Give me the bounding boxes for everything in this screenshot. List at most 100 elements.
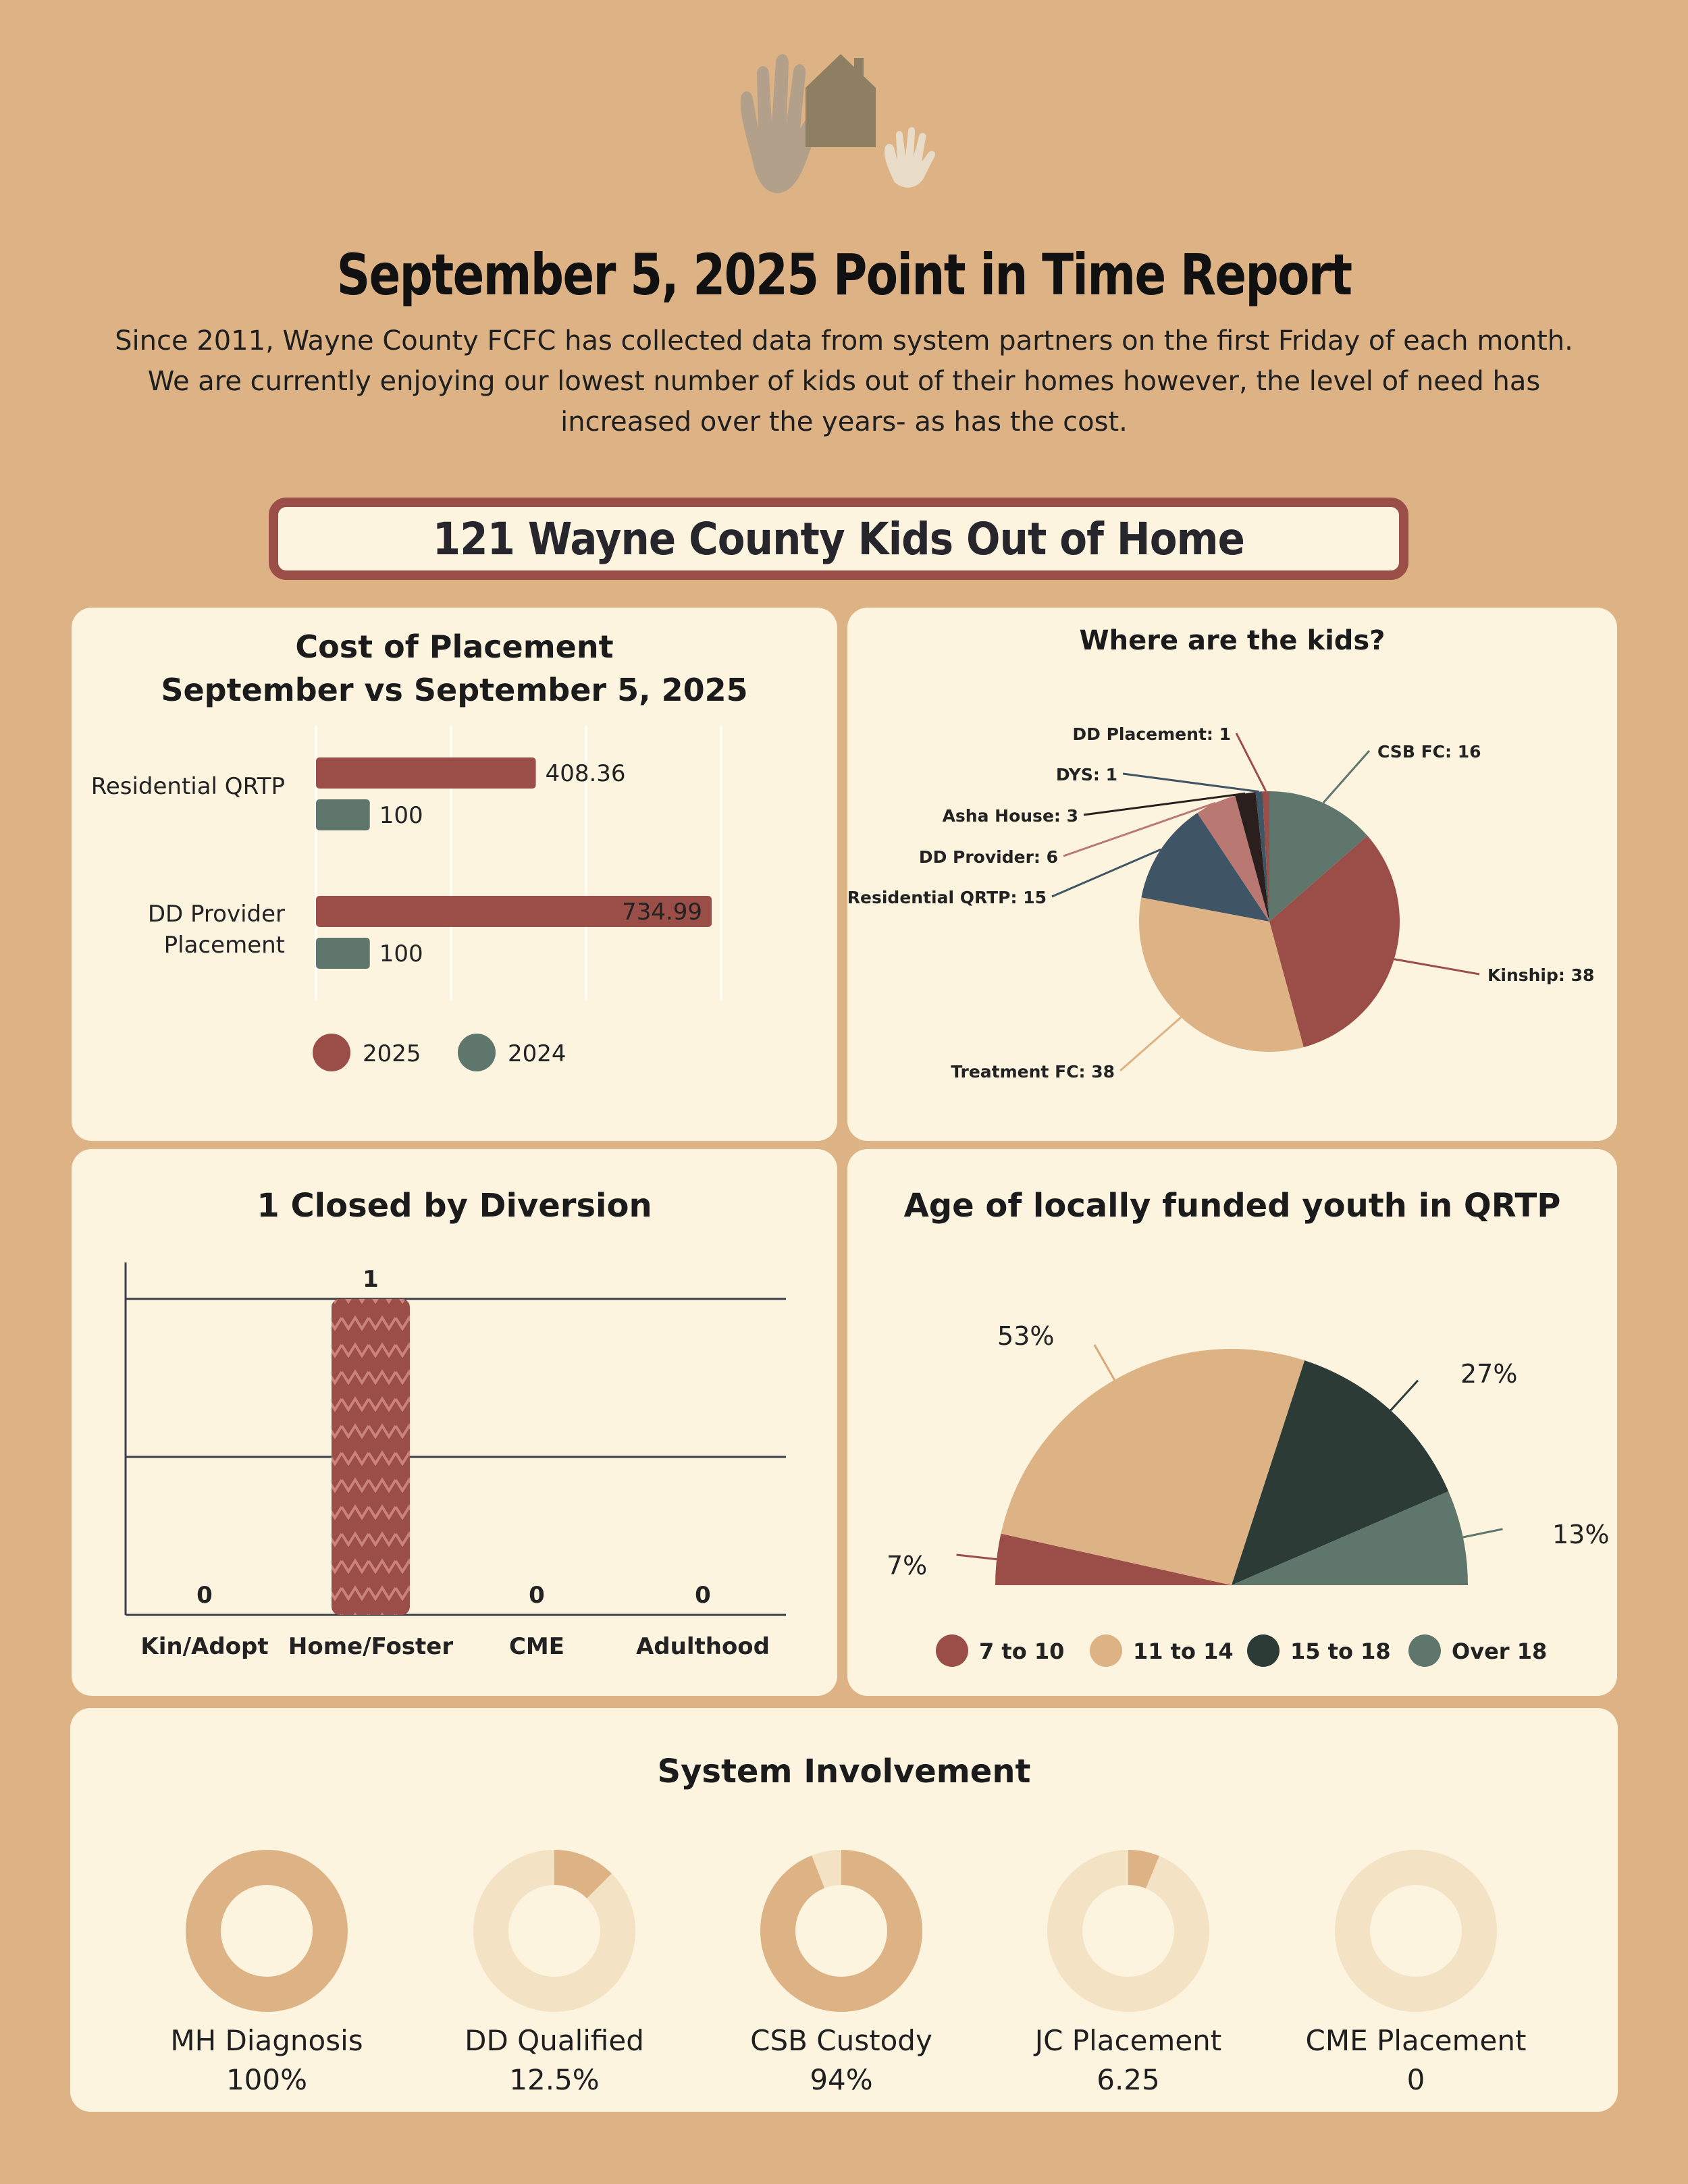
donut-track — [1335, 1850, 1497, 2012]
donut-label-value: 94% — [810, 2063, 873, 2096]
pie-leader-line — [1119, 1016, 1182, 1072]
age-chart-title: Age of locally funded youth in QRTP — [903, 1187, 1561, 1225]
bar-value-label: 100 — [379, 802, 423, 829]
pie-slice — [1269, 791, 1368, 922]
slice-value-label: 7% — [887, 1551, 927, 1580]
legend-label: 15 to 18 — [1290, 1639, 1391, 1664]
legend-swatch — [1090, 1634, 1122, 1667]
age-semicircle-chart: 7% 53% 27% 13% 7 to 10 11 to 14 15 to 18 Over 1… — [887, 1321, 1609, 1667]
legend-label: 7 to 10 — [979, 1639, 1064, 1664]
bar-value-label: 734.99 — [622, 899, 702, 926]
where-kids-pie-chart: CSB FC: 16 Kinship: 38 Treatment FC: 38 Res… — [847, 724, 1594, 1082]
pie-slice — [1197, 795, 1269, 922]
donut-track — [1047, 1850, 1209, 2012]
pie-slice-label: Treatment FC: 38 — [951, 1062, 1115, 1082]
pie-slice-label: CSB FC: 16 — [1377, 742, 1481, 762]
intro-text: Since 2011, Wayne County FCFC has collec… — [115, 325, 1573, 437]
donut-fill — [186, 1850, 348, 2012]
donut-caption: JC Placement 6.25 — [993, 2021, 1263, 2100]
slice-value-label: 27% — [1460, 1359, 1517, 1389]
legend-label: 2025 — [363, 1040, 421, 1067]
legend-swatch — [1247, 1634, 1280, 1667]
donut-label-name: MH Diagnosis — [170, 2024, 363, 2057]
closed-by-diversion-panel: 1 Closed by Diversion 0 Kin/Adopt 1 Home/Fo… — [72, 1149, 837, 1696]
semicircle-slice — [1232, 1491, 1468, 1585]
donut-fill — [473, 1850, 635, 2012]
donut-label-name: CME Placement — [1305, 2024, 1527, 2057]
pie-slice-label: Residential QRTP: 15 — [847, 888, 1047, 907]
kids-out-of-home-banner: 121 Wayne County Kids Out of Home — [269, 498, 1408, 580]
bar-value-label: 100 — [379, 940, 423, 967]
pie-slice — [1138, 897, 1304, 1052]
donut-label-name: CSB Custody — [750, 2024, 932, 2057]
hands-house-logo-icon — [740, 54, 936, 194]
where-are-kids-panel: Where are the kids? CSB FC: 16 Kinship: 3… — [847, 608, 1617, 1141]
pie-slice-label: Kinship: 38 — [1487, 965, 1594, 985]
category-label: Placement — [164, 932, 285, 959]
pie-leader-line — [1051, 848, 1161, 898]
bar-value-label: 1 — [363, 1266, 379, 1293]
pie-chart-title: Where are the kids? — [1079, 625, 1386, 656]
pie-leader-line — [1083, 792, 1246, 816]
bar-value-label: 408.36 — [546, 760, 626, 787]
donut-label-name: DD Qualified — [465, 2024, 644, 2057]
cost-of-placement-panel: Cost of Placement September vs September… — [72, 608, 837, 1141]
donut-label-value: 0 — [1406, 2063, 1425, 2096]
category-label: Kin/Adopt — [140, 1633, 268, 1660]
bar-value-label: 0 — [529, 1582, 545, 1609]
legend-label: 11 to 14 — [1133, 1639, 1234, 1664]
cost-chart-title: Cost of Placement September vs September… — [161, 629, 748, 708]
donut-fill — [760, 1850, 922, 2012]
bar-2024 — [316, 799, 370, 830]
legend-swatch — [313, 1034, 350, 1071]
pie-slice-label: DYS: 1 — [1056, 765, 1117, 784]
slice-value-label: 13% — [1552, 1520, 1609, 1549]
legend-label: 2024 — [508, 1040, 566, 1067]
bar-value-label: 0 — [695, 1582, 711, 1609]
donut-label-name: JC Placement — [1034, 2024, 1222, 2057]
age-qrtp-panel: Age of locally funded youth in QRTP 7% 53… — [847, 1149, 1617, 1696]
leader-line — [1093, 1344, 1115, 1381]
bar-2024 — [316, 938, 370, 969]
donut-caption: CSB Custody 94% — [706, 2021, 976, 2100]
banner-text: 121 Wayne County Kids Out of Home — [432, 512, 1245, 565]
slice-value-label: 53% — [997, 1321, 1054, 1351]
bar-2025 — [316, 896, 712, 927]
pie-slice — [1262, 791, 1269, 922]
pie-leader-line — [1322, 750, 1371, 804]
category-label: CME — [509, 1633, 564, 1660]
leader-line — [1462, 1528, 1503, 1539]
donut-label-value: 12.5% — [509, 2063, 600, 2096]
cost-bar-chart: Residential QRTP 408.36 100 DD Provider Plac… — [91, 726, 722, 1071]
semicircle-slice — [1001, 1349, 1305, 1585]
legend-swatch — [936, 1634, 968, 1667]
pie-slice-label: DD Placement: 1 — [1072, 724, 1231, 744]
leader-line — [1390, 1379, 1419, 1412]
bar — [332, 1299, 410, 1615]
legend-swatch — [1408, 1634, 1441, 1667]
donut-label-value: 100% — [226, 2063, 308, 2096]
system-involvement-title: System Involvement — [657, 1753, 1031, 1790]
bar-2025 — [316, 757, 536, 789]
pie-leader-line — [1235, 733, 1267, 792]
donut-caption: MH Diagnosis 100% — [132, 2021, 402, 2100]
semicircle-slice — [995, 1533, 1232, 1585]
pie-slice — [1141, 813, 1269, 922]
pie-slice — [1235, 792, 1269, 922]
category-label: Adulthood — [636, 1633, 770, 1660]
pie-slice — [1269, 835, 1400, 1048]
pie-leader-line — [1122, 772, 1259, 793]
donut-caption: CME Placement 0 — [1281, 2021, 1551, 2100]
system-involvement-donuts — [186, 1850, 1497, 2012]
pie-slice — [1255, 791, 1269, 922]
pie-leader-line — [1063, 801, 1216, 857]
diversion-bar-chart: 0 Kin/Adopt 1 Home/Foster 0 CME 0 Adulthood — [124, 1262, 786, 1660]
bar-value-label: 0 — [196, 1582, 213, 1609]
pie-slice-label: Asha House: 3 — [943, 806, 1078, 826]
leader-line — [956, 1553, 997, 1561]
page-title: September 5, 2025 Point in Time Report — [336, 242, 1352, 308]
pie-slice-label: DD Provider: 6 — [919, 847, 1058, 867]
pie-leader-line — [1394, 958, 1480, 976]
donut-caption: DD Qualified 12.5% — [419, 2021, 689, 2100]
diversion-chart-title: 1 Closed by Diversion — [257, 1187, 652, 1225]
